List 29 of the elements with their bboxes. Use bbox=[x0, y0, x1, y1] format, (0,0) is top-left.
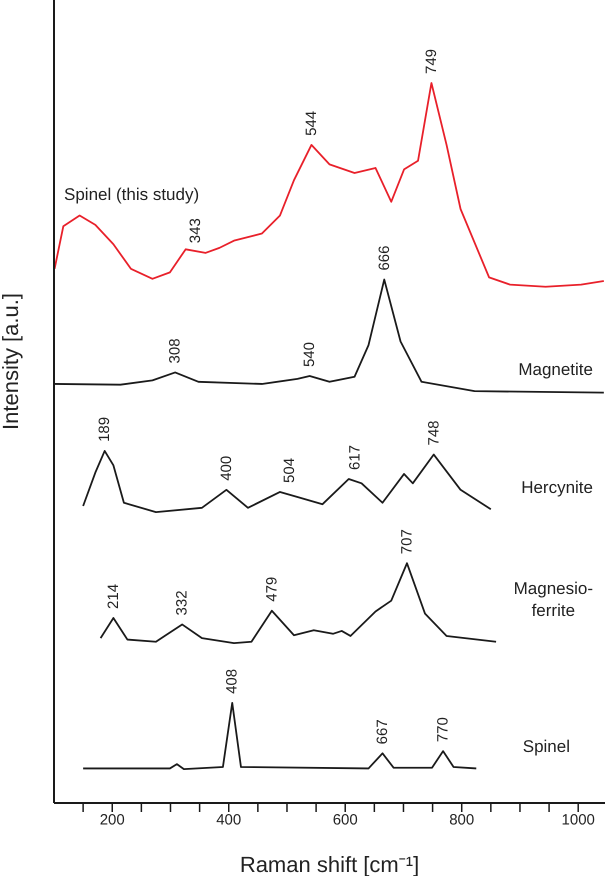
series-label: Spinel (this study) bbox=[64, 184, 200, 206]
annotation: 770 bbox=[434, 717, 452, 742]
annotation: 504 bbox=[280, 458, 298, 483]
x-tick-label: 800 bbox=[449, 812, 474, 829]
annotation: 666 bbox=[376, 246, 393, 271]
annotation: 408 bbox=[224, 668, 241, 694]
y-axis-title: Intensity [a.u.] bbox=[0, 293, 23, 430]
series-label: Hercynite bbox=[521, 477, 593, 499]
annotation: 749 bbox=[422, 48, 440, 74]
x-tick-label: 1000 bbox=[562, 812, 595, 829]
annotation: 479 bbox=[263, 576, 280, 602]
annotation: 332 bbox=[174, 590, 191, 616]
annotation: 544 bbox=[302, 110, 320, 136]
x-tick-label: 600 bbox=[332, 812, 358, 829]
annotation: 617 bbox=[346, 444, 364, 470]
annotation: 707 bbox=[398, 529, 416, 554]
annotation: 189 bbox=[96, 416, 114, 442]
annotation: 400 bbox=[218, 456, 235, 481]
annotation: 214 bbox=[104, 584, 122, 609]
annotation: 308 bbox=[166, 338, 184, 364]
annotation: 343 bbox=[187, 218, 204, 244]
x-tick-label: 200 bbox=[100, 812, 125, 829]
annotation: 667 bbox=[374, 719, 392, 744]
annotation: 540 bbox=[301, 342, 318, 368]
series-label: Magnesio-ferrite bbox=[514, 578, 593, 622]
annotation: 748 bbox=[425, 420, 442, 446]
series-label: Magnetite bbox=[518, 359, 593, 381]
x-tick-label: 400 bbox=[216, 812, 242, 829]
text: Spinel bbox=[522, 736, 570, 758]
